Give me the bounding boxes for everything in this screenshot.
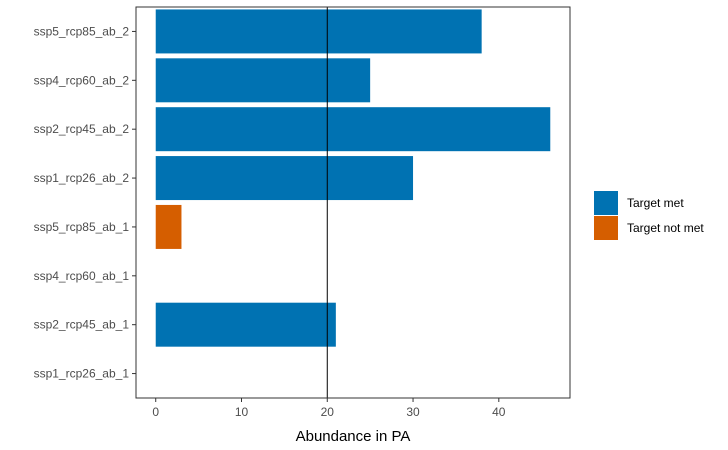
bar-ssp2_rcp45_ab_2 [155, 107, 551, 152]
x-tick-label: 40 [492, 405, 506, 419]
bar-ssp5_rcp85_ab_1 [155, 204, 182, 249]
bar-ssp1_rcp26_ab_2 [155, 156, 414, 201]
legend-label: Target not met [627, 221, 704, 235]
y-tick-label: ssp2_rcp45_ab_1 [34, 318, 130, 332]
y-tick-label: ssp5_rcp85_ab_1 [34, 220, 130, 234]
x-axis: 0 10 20 30 40 [152, 398, 506, 419]
y-axis: ssp5_rcp85_ab_2 ssp4_rcp60_ab_2 ssp2_rcp45… [34, 24, 136, 381]
legend-key-swatch [594, 216, 618, 240]
legend-label: Target met [627, 196, 684, 210]
y-tick-label: ssp5_rcp85_ab_2 [34, 24, 130, 38]
x-tick-label: 30 [406, 405, 420, 419]
bar-ssp5_rcp85_ab_2 [155, 9, 482, 54]
y-tick-label: ssp2_rcp45_ab_2 [34, 122, 130, 136]
plot-panel-border [135, 6, 571, 399]
y-tick-label: ssp1_rcp26_ab_1 [34, 367, 130, 381]
y-tick-label: ssp1_rcp26_ab_2 [34, 171, 130, 185]
legend-key-swatch [594, 191, 618, 215]
bar-ssp4_rcp60_ab_2 [155, 58, 371, 103]
x-tick-label: 20 [321, 405, 335, 419]
y-tick-label: ssp4_rcp60_ab_2 [34, 73, 130, 87]
x-tick-label: 10 [235, 405, 249, 419]
legend: Target met Target not met [594, 191, 704, 240]
x-tick-label: 0 [152, 405, 159, 419]
x-axis-title: Abundance in PA [296, 428, 411, 445]
bar-ssp2_rcp45_ab_1 [155, 302, 336, 347]
bars-layer [155, 9, 551, 347]
y-tick-label: ssp4_rcp60_ab_1 [34, 269, 130, 283]
